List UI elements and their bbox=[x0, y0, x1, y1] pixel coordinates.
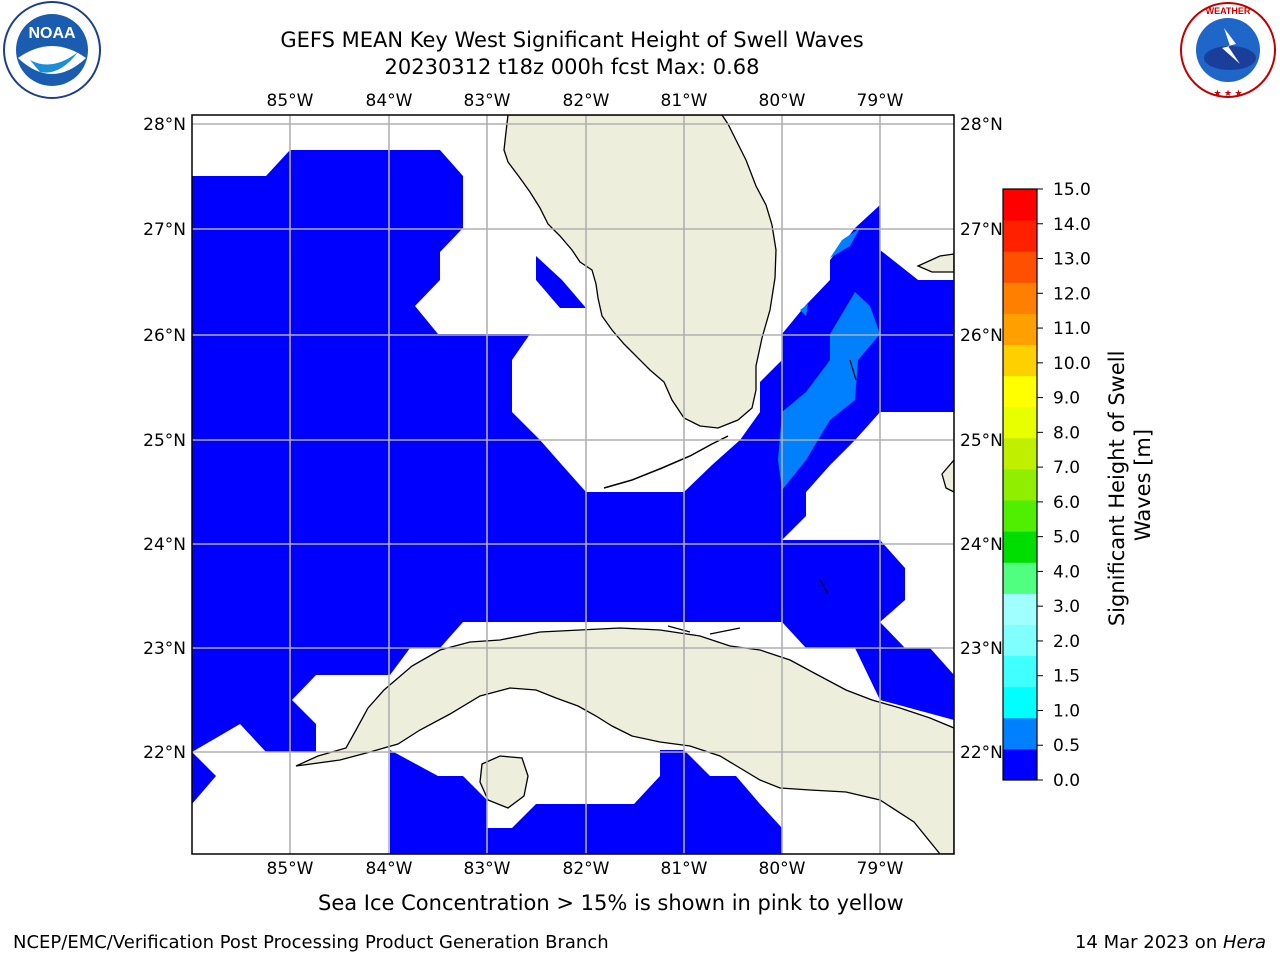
noaa-text: NOAA bbox=[28, 25, 76, 42]
colorbar-tick-label: 6.0 bbox=[1053, 493, 1080, 513]
lat-label: 26°N bbox=[960, 326, 1003, 346]
lat-label: 22°N bbox=[143, 743, 186, 763]
colorbar-frame bbox=[1002, 188, 1038, 781]
lat-label: 28°N bbox=[143, 115, 186, 135]
colorbar-label-line2: Waves [m] bbox=[1131, 429, 1155, 541]
colorbar-tick-label: 15.0 bbox=[1053, 180, 1091, 200]
colorbar-segment bbox=[1003, 251, 1037, 283]
colorbar-tick-label: 1.5 bbox=[1053, 667, 1080, 687]
lat-label: 26°N bbox=[143, 326, 186, 346]
lon-label: 79°W bbox=[857, 91, 904, 111]
colorbar-label-line1: Significant Height of Swell bbox=[1105, 351, 1129, 627]
colorbar-tick-label: 1.0 bbox=[1053, 701, 1080, 721]
colorbar-segment bbox=[1003, 655, 1037, 688]
colorbar-tick-label: 7.0 bbox=[1053, 458, 1080, 478]
lon-label: 84°W bbox=[366, 859, 413, 879]
lon-label: 79°W bbox=[857, 859, 904, 879]
colorbar-segment bbox=[1003, 500, 1037, 532]
colorbar-segment bbox=[1003, 189, 1037, 221]
noaa-logo: NOAA bbox=[0, 0, 106, 104]
lat-label: 24°N bbox=[960, 535, 1003, 555]
map-title: GEFS MEAN Key West Significant Height of… bbox=[280, 28, 864, 52]
lat-label: 25°N bbox=[143, 431, 186, 451]
colorbar-segment bbox=[1003, 375, 1037, 408]
lon-labels-bottom: 85°W 84°W 83°W 82°W 81°W 80°W 79°W bbox=[267, 859, 904, 879]
colorbar-tick-label: 3.0 bbox=[1053, 597, 1080, 617]
colorbar-segment bbox=[1003, 717, 1037, 750]
colorbar-segment bbox=[1003, 686, 1037, 719]
footer-host: Hera bbox=[1222, 932, 1266, 953]
florida-keys bbox=[603, 435, 729, 489]
lon-label: 82°W bbox=[563, 859, 610, 879]
lon-label: 82°W bbox=[563, 91, 610, 111]
colorbar-tick-label: 5.0 bbox=[1053, 528, 1080, 548]
land-florida bbox=[503, 115, 777, 429]
colorbar: 0.0 0.5 1.0 1.5 2.0 3.0 4.0 5.0 6.0 7.0 8.0 9.0 10.0… bbox=[1002, 180, 1091, 791]
colorbar-segment bbox=[1003, 531, 1037, 563]
lat-label: 27°N bbox=[960, 220, 1003, 240]
colorbar-tick-label: 0.5 bbox=[1053, 736, 1080, 756]
lat-label: 27°N bbox=[143, 220, 186, 240]
footer-date-text: 14 Mar 2023 on bbox=[1074, 932, 1223, 953]
map-frame bbox=[191, 114, 955, 855]
land-isla-juventud bbox=[479, 755, 529, 809]
footer-branch: NCEP/EMC/Verification Post Processing Pr… bbox=[13, 932, 609, 953]
colorbar-segment bbox=[1003, 406, 1037, 439]
lon-label: 80°W bbox=[759, 91, 806, 111]
colorbar-tick-label: 9.0 bbox=[1053, 389, 1080, 409]
colorbar-tick-label: 8.0 bbox=[1053, 423, 1080, 443]
land-cuba bbox=[295, 627, 954, 854]
sea-ice-note: Sea Ice Concentration > 15% is shown in … bbox=[318, 891, 904, 915]
colorbar-segment bbox=[1003, 468, 1037, 501]
graticule bbox=[192, 115, 954, 854]
lon-label: 84°W bbox=[366, 91, 413, 111]
colorbar-tick-label: 12.0 bbox=[1053, 284, 1091, 304]
lon-label: 81°W bbox=[661, 91, 708, 111]
footer-date: 14 Mar 2023 on Hera bbox=[1075, 932, 1266, 953]
map-subtitle: 20230312 t18z 000h fcst Max: 0.68 bbox=[384, 55, 760, 79]
lon-label: 85°W bbox=[267, 859, 314, 879]
lat-label: 24°N bbox=[143, 535, 186, 555]
colorbar-segment bbox=[1003, 313, 1037, 346]
svg-text:WEATHER: WEATHER bbox=[1206, 6, 1251, 16]
colorbar-segment bbox=[1003, 562, 1037, 594]
colorbar-segment bbox=[1003, 220, 1037, 252]
lat-label: 28°N bbox=[960, 115, 1003, 135]
small-islands bbox=[667, 359, 857, 635]
lat-labels-right: 28°N 27°N 26°N 25°N 24°N 23°N 22°N bbox=[960, 115, 1003, 763]
colorbar-tick-label: 11.0 bbox=[1053, 319, 1091, 339]
land-bahamas-east bbox=[941, 459, 954, 493]
lon-label: 83°W bbox=[464, 91, 511, 111]
colorbar-segment bbox=[1003, 624, 1037, 657]
colorbar-segment bbox=[1003, 748, 1037, 781]
colorbar-tick-label: 14.0 bbox=[1053, 215, 1091, 235]
colorbar-label: Significant Height of Swell Waves [m] bbox=[1105, 344, 1155, 626]
lat-labels-left: 28°N 27°N 26°N 25°N 24°N 23°N 22°N bbox=[143, 115, 186, 763]
land-bahamas bbox=[916, 253, 954, 273]
lon-label: 80°W bbox=[759, 859, 806, 879]
colorbar-tick-label: 13.0 bbox=[1053, 250, 1091, 270]
colorbar-segment bbox=[1003, 437, 1037, 470]
colorbar-tick-label: 0.0 bbox=[1053, 771, 1080, 791]
lon-label: 81°W bbox=[661, 859, 708, 879]
lon-label: 85°W bbox=[267, 91, 314, 111]
lon-label: 83°W bbox=[464, 859, 511, 879]
colorbar-segment bbox=[1003, 282, 1037, 314]
colorbar-segment bbox=[1003, 593, 1037, 625]
colorbar-tick-label: 4.0 bbox=[1053, 562, 1080, 582]
colorbar-segment bbox=[1003, 344, 1037, 377]
colorbar-tick-label: 2.0 bbox=[1053, 632, 1080, 652]
svg-text:★ ★ ★: ★ ★ ★ bbox=[1213, 88, 1242, 98]
lat-label: 25°N bbox=[960, 431, 1003, 451]
colorbar-tick-label: 10.0 bbox=[1053, 354, 1091, 374]
lat-label: 23°N bbox=[143, 639, 186, 659]
nws-logo: WEATHER ★ ★ ★ bbox=[1176, 0, 1280, 104]
lat-label: 23°N bbox=[960, 639, 1003, 659]
lon-labels-top: 85°W 84°W 83°W 82°W 81°W 80°W 79°W bbox=[267, 91, 904, 111]
lat-label: 22°N bbox=[960, 743, 1003, 763]
